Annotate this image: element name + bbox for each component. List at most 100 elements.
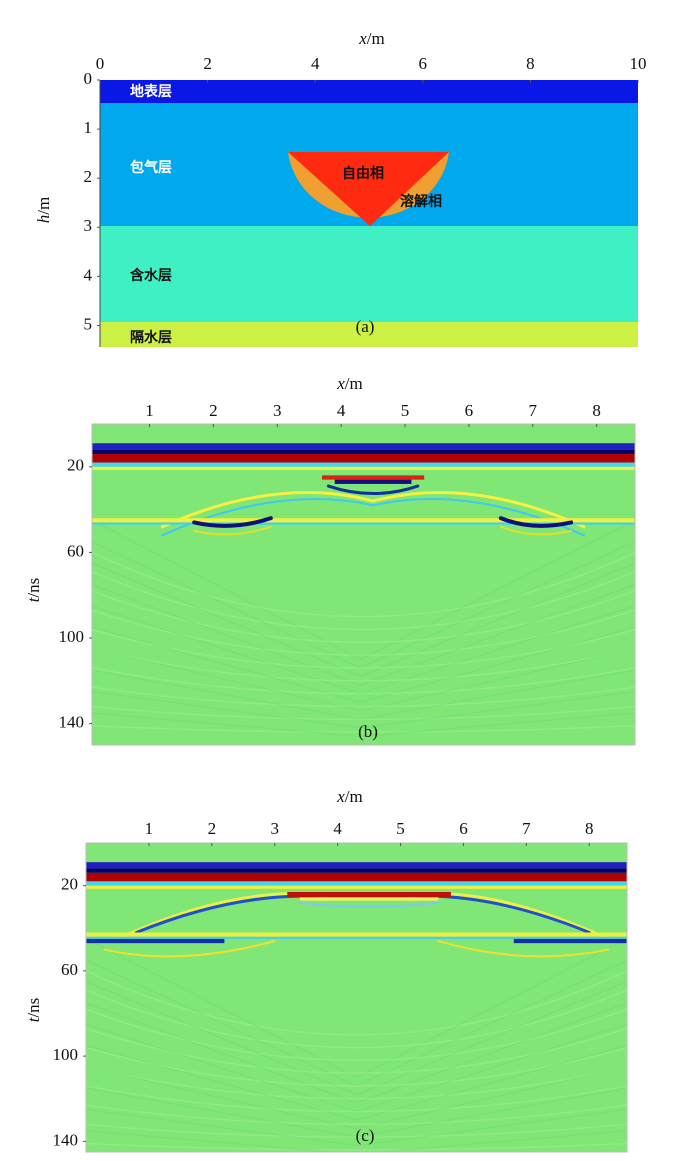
y-tick-label: 20 bbox=[67, 456, 84, 475]
axis-label: h/m bbox=[34, 197, 53, 223]
band bbox=[334, 479, 412, 484]
band bbox=[92, 518, 635, 523]
axis-var: h bbox=[34, 215, 53, 224]
reflection bbox=[115, 892, 308, 941]
panel-label: (c) bbox=[356, 1126, 375, 1145]
band bbox=[513, 938, 627, 944]
x-tick-label: 8 bbox=[585, 819, 594, 838]
band bbox=[321, 475, 425, 480]
y-tick-label: 140 bbox=[53, 1130, 79, 1149]
reflection bbox=[92, 609, 635, 656]
reflection bbox=[160, 490, 375, 529]
frame bbox=[85, 842, 628, 1153]
layer-label: 包气层 bbox=[130, 159, 172, 176]
reflection bbox=[86, 1104, 627, 1126]
axis-unit: /m bbox=[345, 374, 363, 393]
y-tick-label: 2 bbox=[84, 167, 93, 186]
axis-unit: /m bbox=[345, 787, 363, 806]
y-tick-label: 140 bbox=[59, 713, 85, 732]
reflection bbox=[193, 525, 272, 536]
y-tick-label: 1 bbox=[84, 118, 93, 137]
reflection bbox=[92, 570, 635, 631]
reflection bbox=[86, 1027, 627, 1074]
reflection bbox=[92, 724, 635, 733]
band bbox=[92, 466, 635, 471]
reflection bbox=[86, 1142, 627, 1151]
band bbox=[92, 443, 635, 450]
band bbox=[92, 449, 635, 454]
panel-label: (a) bbox=[356, 317, 375, 336]
layer-surface bbox=[100, 80, 638, 103]
x-tick-label: 7 bbox=[529, 401, 538, 420]
axis-unit: /ns bbox=[24, 998, 43, 1018]
x-tick-label: 4 bbox=[337, 401, 346, 420]
radargram-image bbox=[86, 843, 627, 1152]
reflection bbox=[86, 970, 627, 1036]
axis-unit: /ns bbox=[24, 578, 43, 598]
band bbox=[86, 936, 627, 939]
reflection bbox=[92, 590, 635, 644]
layer-label: 含水层 bbox=[130, 267, 172, 284]
layer-label: 隔水层 bbox=[130, 329, 172, 346]
reflection bbox=[437, 940, 610, 958]
x-tick-label: 2 bbox=[208, 819, 217, 838]
reflection bbox=[298, 901, 440, 908]
axis-label: x/m bbox=[358, 29, 385, 48]
reflection bbox=[92, 667, 635, 695]
reflection bbox=[92, 647, 635, 682]
axis-var: x bbox=[336, 374, 345, 393]
band bbox=[92, 522, 635, 525]
reflection bbox=[92, 712, 635, 737]
y-tick-label: 0 bbox=[84, 69, 93, 88]
x-tick-label: 0 bbox=[96, 54, 105, 73]
y-tick-label: 60 bbox=[61, 960, 78, 979]
band bbox=[86, 938, 225, 944]
reflection bbox=[86, 1066, 627, 1130]
axis-unit: /m bbox=[34, 197, 53, 215]
band bbox=[86, 881, 627, 886]
reflection bbox=[86, 981, 627, 1096]
axis-label: t/ns bbox=[24, 998, 43, 1023]
radargram-image bbox=[92, 424, 635, 745]
reflection bbox=[92, 648, 635, 712]
reflection bbox=[92, 562, 635, 678]
x-tick-label: 8 bbox=[526, 54, 535, 73]
x-tick-label: 5 bbox=[396, 819, 405, 838]
reflection bbox=[86, 1130, 627, 1152]
band bbox=[299, 897, 439, 901]
x-tick-label: 1 bbox=[145, 401, 154, 420]
reflection bbox=[371, 490, 586, 529]
reflection bbox=[326, 484, 420, 496]
x-tick-label: 4 bbox=[311, 54, 320, 73]
y-tick-label: 100 bbox=[59, 627, 85, 646]
reflection bbox=[86, 1085, 627, 1113]
reflection bbox=[92, 686, 635, 708]
annotation: 自由相 bbox=[342, 165, 384, 182]
reflection bbox=[92, 626, 635, 703]
reflection bbox=[86, 1002, 627, 1104]
y-tick-label: 60 bbox=[67, 541, 84, 560]
annotation: 溶解相 bbox=[400, 193, 442, 210]
reflection bbox=[86, 1008, 627, 1062]
y-tick-label: 100 bbox=[53, 1045, 79, 1064]
axis-label: x/m bbox=[336, 787, 363, 806]
reflection bbox=[92, 705, 635, 721]
x-tick-label: 4 bbox=[333, 819, 342, 838]
reflection bbox=[103, 940, 276, 958]
reflection bbox=[192, 516, 273, 528]
x-tick-label: 2 bbox=[209, 401, 218, 420]
y-tick-label: 5 bbox=[84, 314, 93, 333]
x-tick-label: 10 bbox=[630, 54, 647, 73]
band bbox=[287, 892, 451, 898]
band bbox=[86, 872, 627, 882]
reflection bbox=[92, 551, 635, 618]
x-tick-label: 5 bbox=[401, 401, 410, 420]
y-tick-label: 3 bbox=[84, 216, 93, 235]
radargram bbox=[85, 842, 628, 1153]
axis-unit: /m bbox=[367, 29, 385, 48]
band bbox=[86, 932, 627, 937]
model-layers bbox=[99, 80, 638, 347]
reflection bbox=[86, 1066, 627, 1100]
